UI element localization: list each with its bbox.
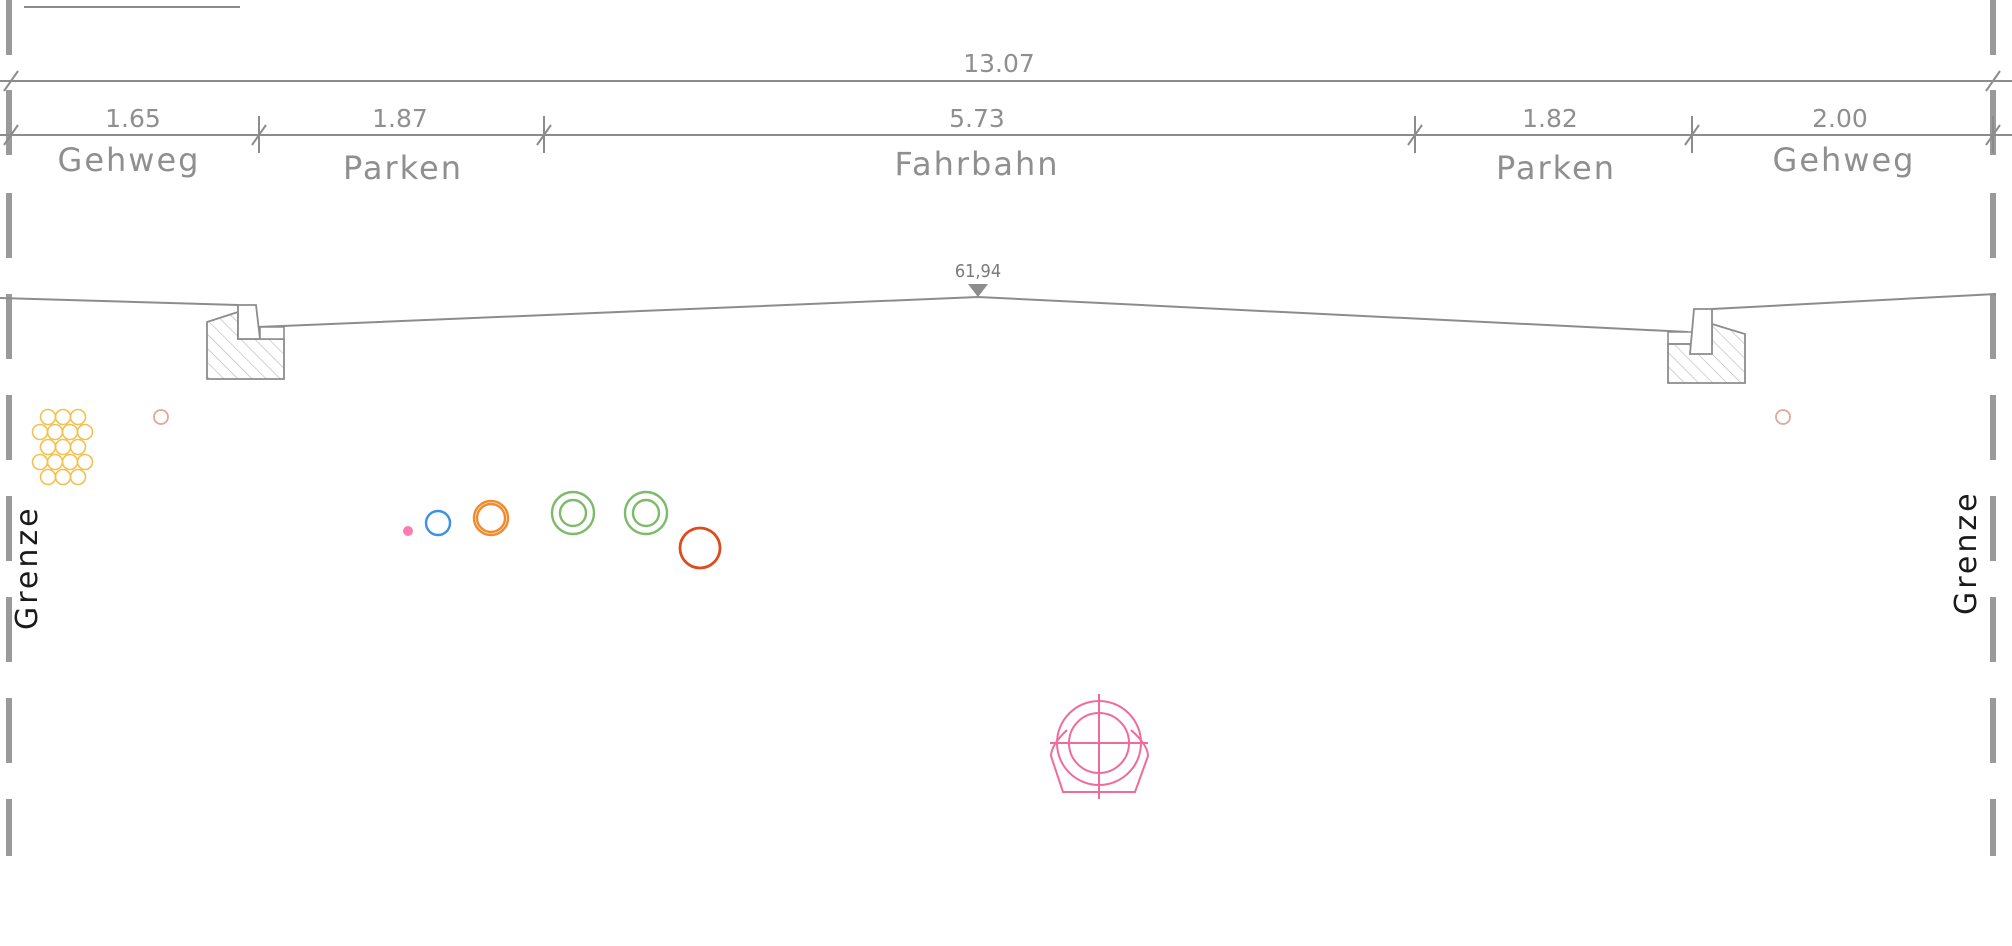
sewer-pipe: [1049, 694, 1150, 799]
boundary-label-right: Grenze: [1949, 490, 1984, 615]
water-pipe: [424, 509, 452, 537]
total-dimension-label: 13.07: [963, 49, 1035, 78]
road-surface-profile: [0, 293, 1997, 333]
zone-label-parken-left: Parken: [343, 149, 463, 187]
zone-label-fahrbahn: Fahrbahn: [895, 145, 1060, 183]
elevation-label: 61,94: [955, 261, 1001, 282]
segment-dimensions: 1.65 1.87 5.73 1.82 2.00: [0, 104, 2012, 153]
zone-label-gehweg-right: Gehweg: [1773, 141, 1916, 179]
segment-dimension-label: 2.00: [1812, 104, 1868, 133]
boundary-label-left: Grenze: [10, 505, 45, 630]
small-pipe-left: [153, 409, 169, 425]
elevation-marker: 61,94: [955, 261, 1001, 297]
zone-label-gehweg-left: Gehweg: [58, 141, 201, 179]
boundary-line-left: [6, 0, 12, 856]
curb-right: [1667, 308, 1746, 384]
total-dimension: 13.07: [0, 49, 2012, 92]
green-pipe-1: [550, 490, 596, 536]
green-pipe-2: [623, 490, 669, 536]
zone-label-parken-right: Parken: [1496, 149, 1616, 187]
pink-dot-utility: [403, 526, 413, 536]
segment-dimension-label: 1.65: [105, 104, 161, 133]
small-pipe-right: [1775, 409, 1791, 425]
segment-dimension-label: 1.82: [1522, 104, 1578, 133]
curb-left: [206, 304, 285, 380]
cable-conduit-bundle: [31, 408, 94, 486]
gas-pipe: [472, 499, 510, 537]
red-pipe: [678, 526, 722, 570]
segment-dimension-label: 5.73: [949, 104, 1005, 133]
segment-dimension-label: 1.87: [372, 104, 428, 133]
zone-labels: Gehweg Parken Fahrbahn Parken Gehweg: [58, 141, 1916, 187]
